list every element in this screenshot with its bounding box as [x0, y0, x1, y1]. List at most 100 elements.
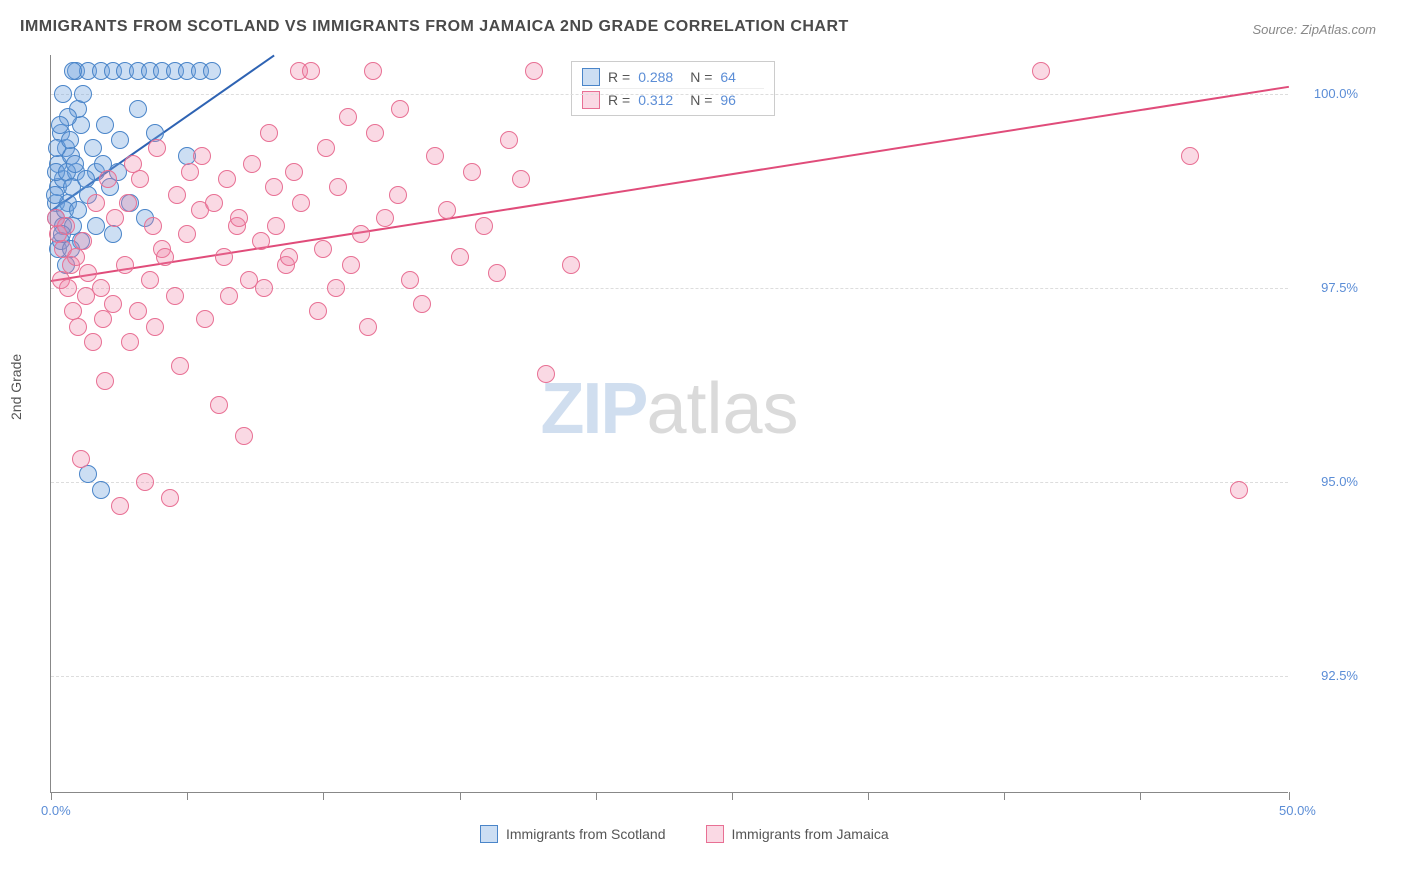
- stats-row-scotland: R = 0.288 N = 64: [582, 66, 764, 88]
- marker: [352, 225, 370, 243]
- marker: [302, 62, 320, 80]
- marker: [166, 287, 184, 305]
- x-tick: [187, 792, 188, 800]
- marker: [267, 217, 285, 235]
- gridline: [51, 94, 1288, 95]
- marker: [146, 318, 164, 336]
- marker: [364, 62, 382, 80]
- marker: [116, 256, 134, 274]
- marker: [144, 217, 162, 235]
- marker: [99, 170, 117, 188]
- marker: [148, 139, 166, 157]
- marker: [69, 201, 87, 219]
- marker: [161, 489, 179, 507]
- marker: [391, 100, 409, 118]
- marker: [79, 465, 97, 483]
- marker: [389, 186, 407, 204]
- marker: [181, 163, 199, 181]
- marker: [203, 62, 221, 80]
- marker: [87, 194, 105, 212]
- marker: [314, 240, 332, 258]
- marker: [475, 217, 493, 235]
- marker: [1230, 481, 1248, 499]
- marker: [178, 225, 196, 243]
- x-tick-label: 50.0%: [1279, 803, 1316, 818]
- swatch-scotland: [582, 68, 600, 86]
- marker: [87, 217, 105, 235]
- marker: [218, 170, 236, 188]
- x-tick: [1140, 792, 1141, 800]
- marker: [215, 248, 233, 266]
- marker: [285, 163, 303, 181]
- stat-n-scotland: 64: [720, 69, 764, 85]
- marker: [111, 497, 129, 515]
- marker: [280, 248, 298, 266]
- marker: [1032, 62, 1050, 80]
- marker: [61, 131, 79, 149]
- marker: [525, 62, 543, 80]
- marker: [205, 194, 223, 212]
- marker: [366, 124, 384, 142]
- legend: Immigrants from Scotland Immigrants from…: [480, 825, 889, 843]
- marker: [196, 310, 214, 328]
- watermark-atlas: atlas: [646, 369, 798, 449]
- marker: [309, 302, 327, 320]
- legend-label-scotland: Immigrants from Scotland: [506, 826, 666, 842]
- gridline: [51, 288, 1288, 289]
- marker: [329, 178, 347, 196]
- marker: [488, 264, 506, 282]
- plot-area: ZIPatlas R = 0.288 N = 64 R = 0.312 N = …: [50, 55, 1288, 793]
- marker: [129, 302, 147, 320]
- marker: [77, 287, 95, 305]
- legend-item-jamaica: Immigrants from Jamaica: [706, 825, 889, 843]
- x-tick: [323, 792, 324, 800]
- marker: [438, 201, 456, 219]
- gridline: [51, 676, 1288, 677]
- marker: [339, 108, 357, 126]
- source-text: Source: ZipAtlas.com: [1252, 22, 1376, 37]
- marker: [463, 163, 481, 181]
- marker: [54, 85, 72, 103]
- marker: [74, 232, 92, 250]
- chart-title: IMMIGRANTS FROM SCOTLAND VS IMMIGRANTS F…: [20, 18, 849, 36]
- marker: [92, 481, 110, 499]
- marker: [376, 209, 394, 227]
- marker: [260, 124, 278, 142]
- x-tick: [1004, 792, 1005, 800]
- marker: [537, 365, 555, 383]
- stat-n-label: N =: [690, 69, 712, 85]
- stats-row-jamaica: R = 0.312 N = 96: [582, 88, 764, 111]
- x-tick: [596, 792, 597, 800]
- watermark: ZIPatlas: [540, 368, 798, 450]
- legend-item-scotland: Immigrants from Scotland: [480, 825, 666, 843]
- legend-swatch-jamaica: [706, 825, 724, 843]
- marker: [141, 271, 159, 289]
- marker: [426, 147, 444, 165]
- stat-r-scotland: 0.288: [638, 69, 682, 85]
- marker: [77, 170, 95, 188]
- marker: [69, 318, 87, 336]
- marker: [121, 333, 139, 351]
- marker: [451, 248, 469, 266]
- marker: [131, 170, 149, 188]
- marker: [292, 194, 310, 212]
- marker: [252, 232, 270, 250]
- marker: [57, 217, 75, 235]
- marker: [64, 62, 82, 80]
- marker: [317, 139, 335, 157]
- marker: [265, 178, 283, 196]
- marker: [67, 248, 85, 266]
- y-tick-label: 95.0%: [1321, 474, 1358, 489]
- x-tick: [51, 792, 52, 800]
- x-tick-label: 0.0%: [41, 803, 71, 818]
- marker: [193, 147, 211, 165]
- marker: [562, 256, 580, 274]
- marker: [413, 295, 431, 313]
- y-tick-label: 97.5%: [1321, 280, 1358, 295]
- y-tick-label: 92.5%: [1321, 668, 1358, 683]
- marker: [243, 155, 261, 173]
- marker: [96, 372, 114, 390]
- legend-label-jamaica: Immigrants from Jamaica: [732, 826, 889, 842]
- marker: [111, 131, 129, 149]
- marker: [84, 333, 102, 351]
